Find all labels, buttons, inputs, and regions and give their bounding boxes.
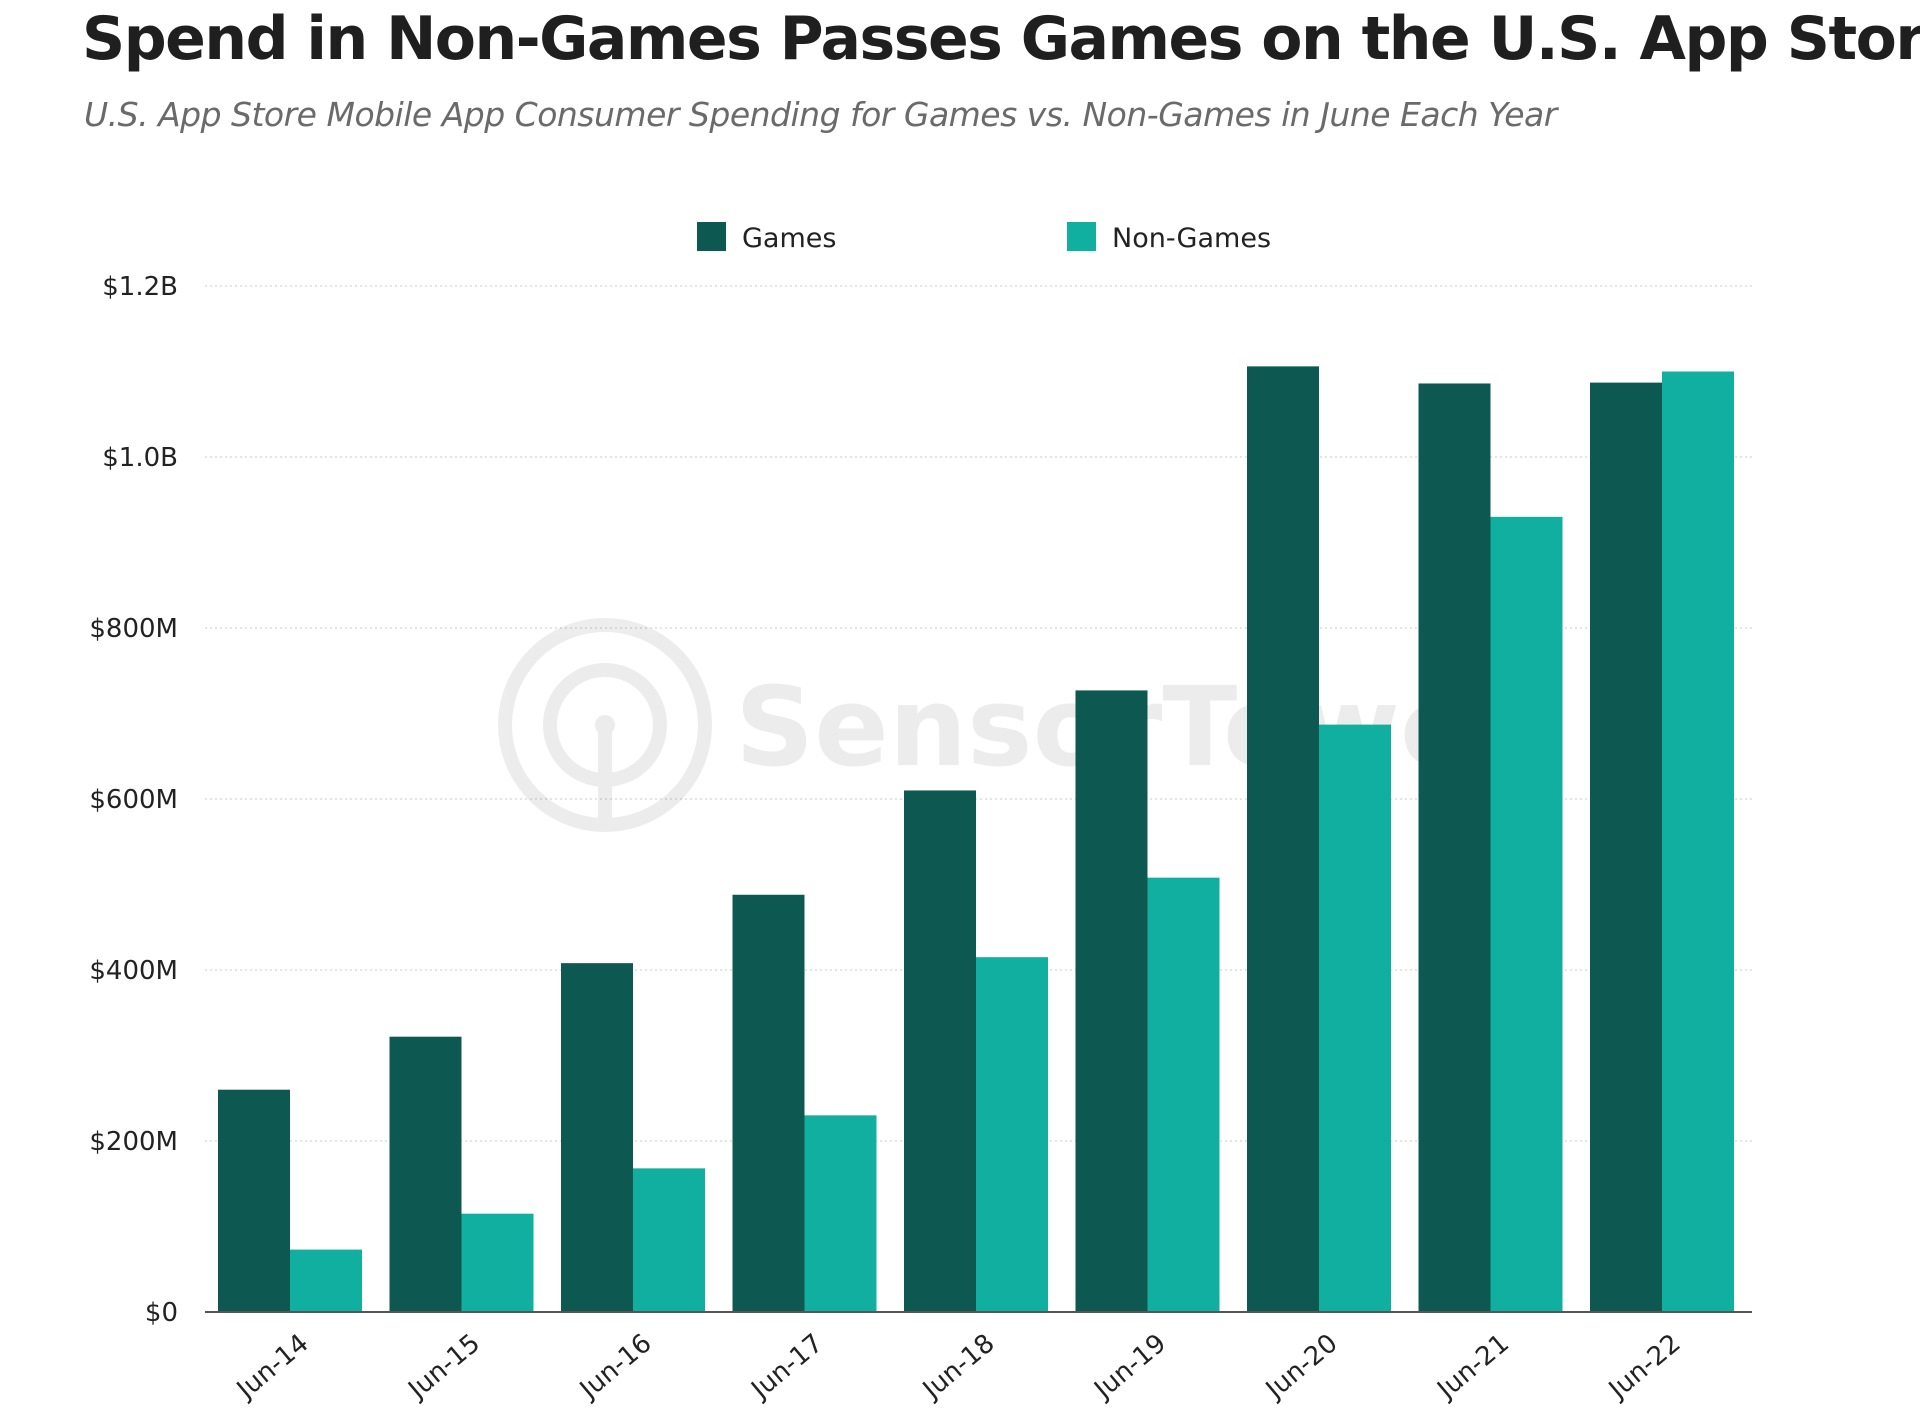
legend-swatch-non-games xyxy=(1067,222,1096,251)
x-tick-label: Jun-20 xyxy=(1259,1328,1343,1406)
y-tick-label: $200M xyxy=(89,1127,178,1157)
bar-games-jun-17 xyxy=(732,894,805,1312)
bar-non-games-jun-14 xyxy=(290,1249,362,1312)
x-tick-label: Jun-15 xyxy=(402,1328,486,1406)
bar-games-jun-21 xyxy=(1418,383,1491,1313)
y-axis-tick-labels: $0 $200M $400M $600M $800M $1.0B $1.2B xyxy=(89,272,178,1328)
bar-non-games-jun-20 xyxy=(1319,724,1391,1312)
bar-non-games-jun-18 xyxy=(976,957,1048,1312)
bar-games-jun-16 xyxy=(561,963,633,1312)
x-tick-label: Jun-18 xyxy=(916,1328,1000,1406)
bar-games-jun-22 xyxy=(1590,382,1662,1312)
bar-games-jun-19 xyxy=(1075,690,1148,1312)
bar-non-games-jun-19 xyxy=(1147,877,1220,1312)
y-tick-label: $800M xyxy=(89,614,178,644)
bars xyxy=(218,366,1734,1313)
bar-non-games-jun-22 xyxy=(1662,371,1734,1312)
bar-games-jun-20 xyxy=(1247,366,1319,1312)
x-tick-label: Jun-14 xyxy=(230,1328,314,1406)
bar-games-jun-14 xyxy=(218,1089,290,1312)
x-tick-label: Jun-22 xyxy=(1602,1328,1686,1406)
bar-games-jun-15 xyxy=(389,1036,462,1312)
bar-non-games-jun-15 xyxy=(461,1213,534,1312)
legend-label-games: Games xyxy=(742,223,836,254)
chart-title: Spend in Non-Games Passes Games on the U… xyxy=(82,4,1920,74)
bar-non-games-jun-16 xyxy=(633,1168,705,1312)
x-tick-label: Jun-17 xyxy=(745,1328,829,1406)
legend: Games Non-Games xyxy=(697,222,1271,254)
y-tick-label: $400M xyxy=(89,956,178,986)
y-tick-label: $0 xyxy=(145,1298,178,1328)
bar-non-games-jun-21 xyxy=(1490,516,1563,1312)
x-tick-label: Jun-21 xyxy=(1431,1328,1515,1406)
legend-item-non-games: Non-Games xyxy=(1067,222,1271,254)
bar-non-games-jun-17 xyxy=(804,1115,877,1312)
y-tick-label: $1.2B xyxy=(102,272,178,302)
sensor-tower-logo-icon xyxy=(498,618,712,832)
legend-label-non-games: Non-Games xyxy=(1112,223,1271,254)
legend-swatch-games xyxy=(697,222,726,251)
x-tick-label: Jun-19 xyxy=(1088,1328,1172,1406)
chart-subtitle: U.S. App Store Mobile App Consumer Spend… xyxy=(84,95,1557,134)
bar-games-jun-18 xyxy=(904,790,976,1312)
y-tick-label: $600M xyxy=(89,785,178,815)
x-axis-tick-labels: Jun-14 Jun-15 Jun-16 Jun-17 Jun-18 Jun-19 Jun-… xyxy=(230,1328,1686,1406)
x-tick-label: Jun-16 xyxy=(573,1328,657,1406)
legend-item-games: Games xyxy=(697,222,836,254)
y-tick-label: $1.0B xyxy=(102,443,178,473)
